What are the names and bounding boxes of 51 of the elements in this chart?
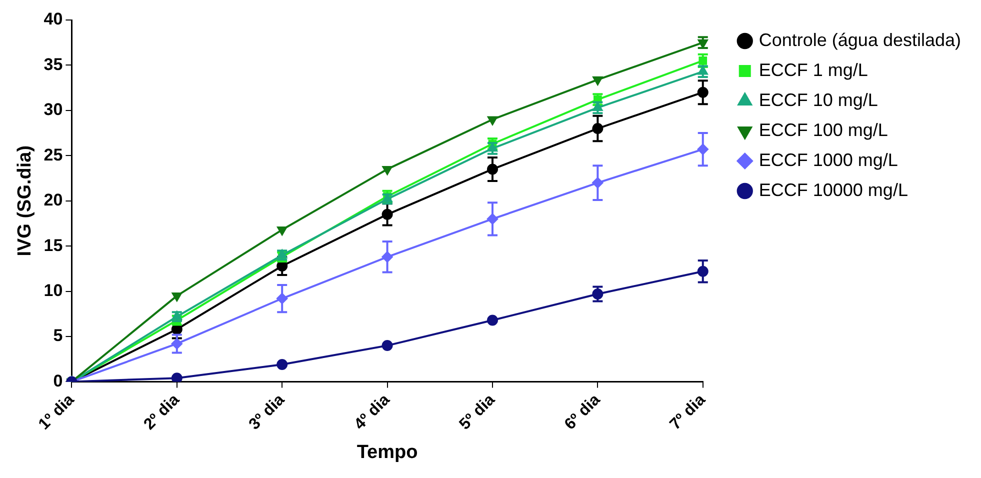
y-tick-label: 25 [44, 145, 63, 164]
x-tick-label: 6º dia [562, 391, 604, 434]
point [486, 314, 498, 326]
point [592, 76, 603, 86]
point [172, 292, 182, 302]
point [592, 177, 604, 188]
y-tick-label: 30 [44, 100, 63, 120]
point [276, 293, 288, 304]
y-tick-label: 5 [53, 326, 63, 346]
x-tick-label: 5º dia [456, 391, 498, 434]
point [276, 359, 288, 370]
y-tick-label: 0 [53, 371, 63, 390]
point [171, 338, 182, 350]
point [697, 266, 708, 277]
point [486, 213, 498, 224]
point [488, 142, 498, 152]
legend-label: ECCF 1 mg/L [758, 60, 868, 80]
point [277, 226, 287, 236]
legend-label: ECCF 100 mg/L [758, 120, 888, 140]
point [382, 340, 393, 352]
point [592, 102, 603, 111]
x-tick-label: 2º dia [140, 391, 183, 434]
legend-label: Controle (água destilada) [758, 30, 962, 50]
point [697, 86, 708, 98]
y-tick-label: 10 [44, 280, 63, 300]
point [698, 66, 708, 75]
x-tick-label: 1º dia [36, 391, 78, 434]
point [172, 311, 182, 320]
point [698, 39, 708, 48]
x-tick-label: 7º dia [666, 391, 709, 434]
point [592, 123, 604, 134]
point [171, 372, 182, 382]
point [382, 208, 393, 220]
y-tick-label: 15 [44, 236, 63, 255]
point [277, 250, 287, 258]
y-axis-title: IVG (SG.dia) [14, 145, 36, 256]
point [696, 53, 709, 68]
point [486, 164, 498, 175]
y-tick-label: 40 [44, 10, 63, 29]
legend-label: ECCF 1000 mg/L [758, 150, 898, 170]
x-tick-label: 3º dia [246, 391, 288, 434]
point [382, 166, 392, 175]
legend-label: ECCF 10000 mg/L [758, 180, 908, 200]
legend-label: ECCF 10 mg/L [758, 90, 878, 110]
point [488, 116, 498, 125]
point [697, 144, 708, 155]
y-tick-label: 20 [44, 190, 63, 210]
x-tick-label: 4º dia [351, 391, 394, 434]
y-tick-label: 35 [44, 54, 63, 74]
point [382, 251, 393, 262]
x-axis-title: Tempo [356, 442, 418, 463]
